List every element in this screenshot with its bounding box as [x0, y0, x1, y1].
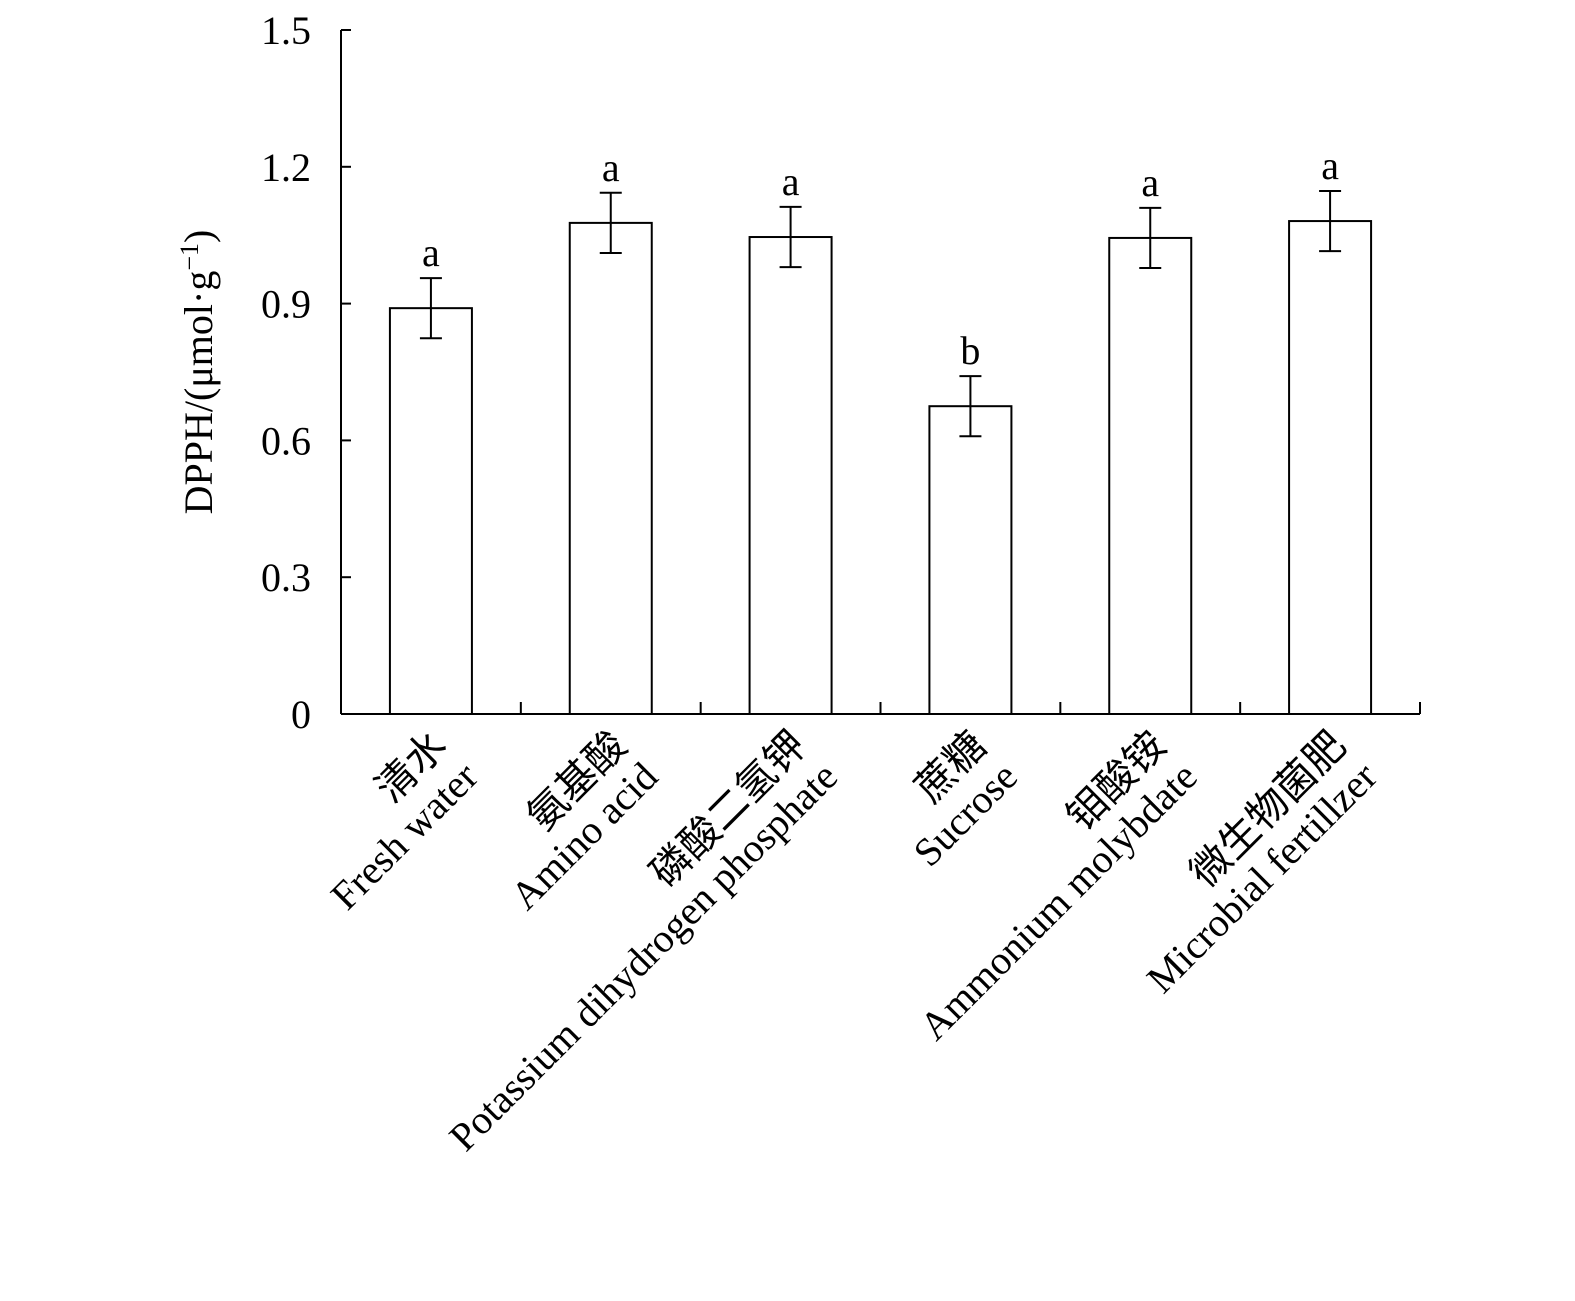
y-tick-label: 0 [291, 692, 311, 737]
significance-letter: a [422, 230, 440, 275]
bar [928, 405, 1013, 715]
y-tick-label: 0.3 [261, 555, 311, 600]
bars: a a a b a a [388, 143, 1373, 716]
y-tick-label: 1.2 [261, 145, 311, 190]
significance-letter: a [1321, 143, 1339, 188]
y-tick-label: 0.6 [261, 418, 311, 463]
bar [748, 236, 833, 716]
bar [1288, 220, 1373, 715]
y-tick-label: 0.9 [261, 282, 311, 327]
significance-letter: a [1141, 160, 1159, 205]
bar [1108, 236, 1193, 715]
significance-letter: a [602, 145, 620, 190]
y-axis-label: DPPH/(μmol·g−1) [175, 230, 221, 515]
x-tick-label-en: Potassium dihydrogen phosphate [440, 754, 846, 1160]
significance-letter: b [960, 328, 980, 373]
axes: 0 0.3 0.6 0.9 1.2 1.5 [261, 8, 1421, 737]
bar [568, 221, 653, 715]
y-tick-label: 1.5 [261, 8, 311, 53]
significance-letter: a [782, 159, 800, 204]
bar [388, 307, 473, 715]
